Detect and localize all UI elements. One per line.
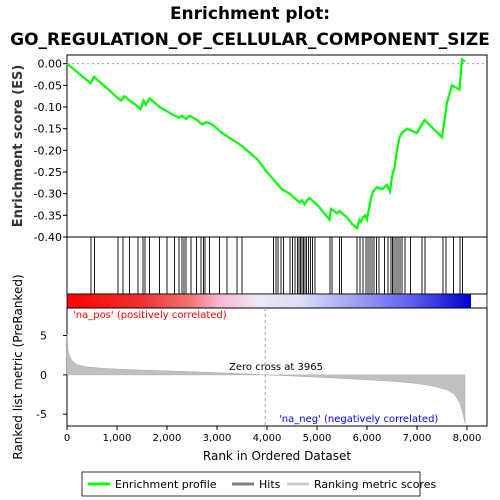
x-tick-label: 2,000 [153, 433, 182, 444]
hits-frame [66, 236, 488, 295]
metric-y-tick-label: -5 [36, 408, 47, 421]
x-tick-label: 3,000 [203, 433, 232, 444]
chart-title: Enrichment plot: [170, 4, 330, 24]
metric-y-tick-label: 0 [40, 369, 47, 382]
es-y-tick-label: -0.35 [34, 209, 62, 222]
metric-y-axis-label: Ranked list metric (PreRanked) [11, 274, 25, 459]
metric-plot-frame [66, 307, 488, 427]
legend-hits-label: Hits [259, 478, 281, 491]
x-axis-label: Rank in Ordered Dataset [203, 449, 351, 463]
es-y-tick-label: 0.00 [38, 58, 63, 71]
legend-profile-label: Enrichment profile [115, 478, 217, 491]
hits-panel [66, 236, 488, 295]
x-tick-label: 6,000 [353, 433, 382, 444]
enrichment-profile-line [66, 57, 466, 231]
es-y-tick-label: -0.40 [34, 231, 62, 244]
x-tick-label: 4,000 [253, 433, 282, 444]
ranking-colorbar [66, 293, 488, 309]
ranking-color-bar [67, 294, 471, 308]
ranked-metric-panel: 5 0 -5 0 1,000 2,000 3,000 4,000 5,000 6,000 7,000… [11, 274, 488, 463]
zero-cross-label: Zero cross at 3965 [229, 362, 323, 373]
es-y-tick-label: -0.15 [34, 123, 62, 136]
ranking-metric-area [66, 333, 466, 424]
es-plot-frame [66, 54, 488, 238]
metric-y-tick-label: 5 [40, 330, 47, 343]
x-tick-label: 8,000 [453, 433, 482, 444]
x-tick-label: 0 [64, 433, 70, 444]
positive-correlation-label: 'na_pos' (positively correlated) [73, 310, 227, 321]
es-y-tick-label: -0.05 [34, 79, 62, 92]
x-tick-label: 7,000 [403, 433, 432, 444]
es-y-tick-label: -0.30 [34, 188, 62, 201]
x-tick-label: 1,000 [103, 433, 132, 444]
legend: Enrichment profile Hits Ranking metric s… [81, 471, 436, 497]
legend-metric-label: Ranking metric scores [314, 478, 436, 491]
es-y-axis-label: Enrichment score (ES) [11, 65, 26, 228]
enrichment-score-panel: 0.00 -0.05 -0.10 -0.15 -0.20 -0.25 -0.30 -0.35 -… [11, 54, 488, 244]
negative-correlation-label: 'na_neg' (negatively correlated) [279, 414, 438, 425]
es-y-tick-label: -0.20 [34, 144, 62, 157]
x-tick-label: 5,000 [303, 433, 332, 444]
chart-subtitle: GO_REGULATION_OF_CELLULAR_COMPONENT_SIZE [10, 30, 490, 50]
es-y-tick-label: -0.10 [34, 101, 62, 114]
es-y-tick-label: -0.25 [34, 166, 62, 179]
